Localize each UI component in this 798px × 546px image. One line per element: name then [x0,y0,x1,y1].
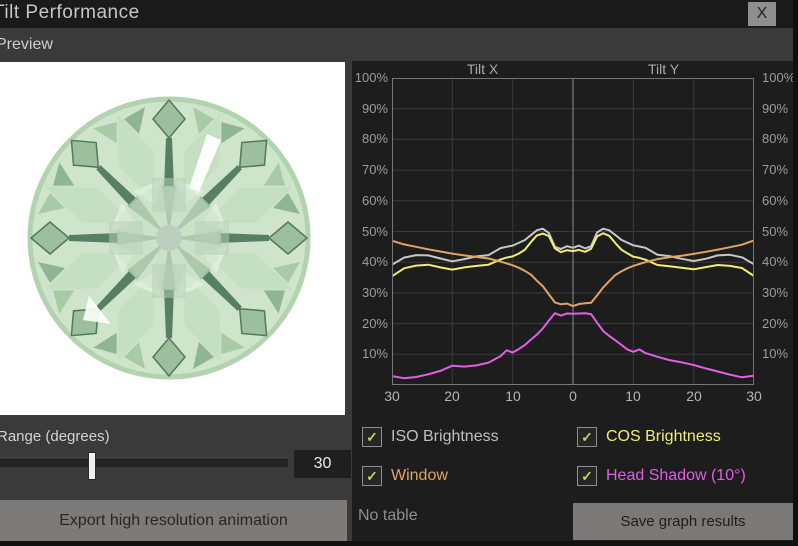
y-tick-label: 40% [762,254,789,269]
y-tick-label: 60% [361,193,388,208]
y-tick-label: 60% [762,193,789,208]
y-tick-label: 20% [361,316,388,331]
window-titlebar: Tilt Performance X [0,0,798,28]
y-tick-label: 40% [361,254,388,269]
range-slider-track[interactable] [0,459,288,467]
y-tick-label: 80% [361,131,388,146]
y-tick-label: 50% [762,224,789,239]
close-button[interactable]: X [748,2,776,26]
y-tick-label: 90% [361,101,388,116]
range-label: Range (degrees) [0,428,110,445]
window-right-edge [793,0,798,546]
head-shadow-label: Head Shadow (10°) [606,467,746,484]
x-tick-label: 20 [686,388,702,404]
x-tick-label: 20 [444,388,460,404]
window-title: Tilt Performance [0,2,140,23]
y-tick-label: 10% [762,346,789,361]
y-tick-label: 70% [361,162,388,177]
tilt-x-title: Tilt X [466,61,499,77]
x-tick-label: 0 [569,388,577,404]
range-value-field[interactable]: 30 [294,450,351,478]
x-axis-ticks: 30 20 10 0 10 20 30 [352,61,793,411]
y-tick-label: 90% [762,101,789,116]
x-tick-label: 10 [505,388,521,404]
graph-panel: Tilt X Tilt Y 100% 90% 80% 70% 60% 50% 40% 30% 2… [352,61,795,546]
y-axis-right: 100% 90% 80% 70% 60% 50% 40% 30% 20% 10% [758,61,795,401]
cos-brightness-checkbox[interactable]: ✓ [577,427,597,447]
y-tick-label: 50% [361,224,388,239]
x-tick-label: 30 [746,388,762,404]
tilt-y-title: Tilt Y [647,61,680,77]
y-tick-label: 100% [762,70,796,85]
y-tick-label: 20% [762,316,789,331]
legend-item-iso: ✓ ISO Brightness [362,427,499,447]
window-checkbox[interactable]: ✓ [362,466,382,486]
y-axis-left: 100% 90% 80% 70% 60% 50% 40% 30% 20% 10% [352,61,388,401]
export-animation-button[interactable]: Export high resolution animation [0,500,347,541]
legend-item-cos: ✓ COS Brightness [577,427,721,447]
legend-item-head-shadow: ✓ Head Shadow (10°) [577,466,746,486]
cos-brightness-label: COS Brightness [606,428,721,445]
x-tick-label: 30 [384,388,400,404]
legend-item-window: ✓ Window [362,466,448,486]
y-tick-label: 30% [762,285,789,300]
gem-preview-area [0,62,345,415]
y-tick-label: 10% [361,346,388,361]
y-tick-label: 80% [762,131,789,146]
preview-label: Preview [0,36,53,53]
table-status: No table [358,507,418,524]
y-tick-label: 70% [762,162,789,177]
save-graph-results-button[interactable]: Save graph results [573,503,793,540]
window-label: Window [391,467,448,484]
y-tick-label: 100% [354,70,388,85]
diamond-preview [21,90,317,386]
iso-brightness-checkbox[interactable]: ✓ [362,427,382,447]
iso-brightness-label: ISO Brightness [391,428,499,445]
x-tick-label: 10 [625,388,641,404]
range-slider-thumb[interactable] [88,452,96,480]
window-bottom-edge [0,541,798,546]
head-shadow-checkbox[interactable]: ✓ [577,466,597,486]
tilt-plot [392,78,754,385]
y-tick-label: 30% [361,285,388,300]
